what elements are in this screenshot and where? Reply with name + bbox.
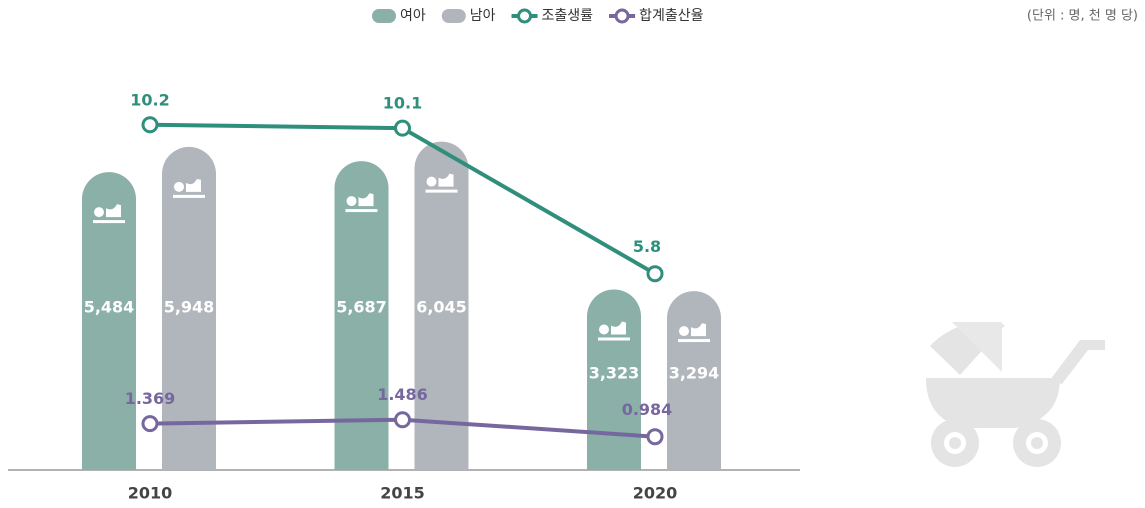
icon-part (679, 326, 689, 336)
legend-swatch (616, 10, 628, 22)
x-tick-label: 2020 (633, 484, 678, 503)
icon-part (678, 339, 710, 342)
stroller-icon (926, 322, 1105, 467)
legend-label: 여아 (400, 8, 426, 24)
icon-part (173, 195, 205, 198)
value-label: 6,045 (416, 298, 467, 317)
unit-note: (단위 : 명, 천 명 당) (1027, 9, 1138, 24)
legend-swatch (372, 9, 396, 23)
icon-part (174, 182, 184, 192)
legend-label: 합계출산율 (639, 8, 704, 24)
line-point (396, 121, 410, 135)
value-label: 10.1 (383, 94, 422, 113)
icon-part (93, 220, 125, 223)
legend-swatch (519, 10, 531, 22)
icon-part (347, 196, 357, 206)
line-point (143, 417, 157, 431)
value-label: 5,948 (164, 298, 215, 317)
value-label: 5,687 (336, 298, 387, 317)
chart: (단위 : 명, 천 명 당) 2010 2015 2020 여아 남아 조출생률 합계출산… (0, 0, 1145, 508)
line-point (648, 430, 662, 444)
icon-part (346, 209, 378, 212)
value-label: 1.369 (125, 389, 176, 408)
line-point (648, 267, 662, 281)
value-label: 0.984 (622, 400, 673, 419)
line-point (143, 118, 157, 132)
icon-part (599, 324, 609, 334)
icon-part (598, 337, 630, 340)
value-label: 1.486 (377, 385, 428, 404)
icon-part (427, 177, 437, 187)
x-tick-label: 2015 (380, 484, 425, 503)
icon-part (94, 207, 104, 217)
value-label: 10.2 (130, 90, 169, 109)
icon-part (426, 190, 458, 193)
value-label: 3,294 (669, 364, 720, 383)
value-label: 5.8 (633, 237, 661, 256)
legend-label: 남아 (470, 8, 496, 24)
value-label: 5,484 (84, 298, 135, 317)
legend-label: 조출생률 (542, 8, 594, 24)
value-label: 3,323 (589, 364, 640, 383)
legend-swatch (442, 9, 466, 23)
line-point (396, 413, 410, 427)
line (150, 125, 655, 274)
x-tick-label: 2010 (128, 484, 173, 503)
